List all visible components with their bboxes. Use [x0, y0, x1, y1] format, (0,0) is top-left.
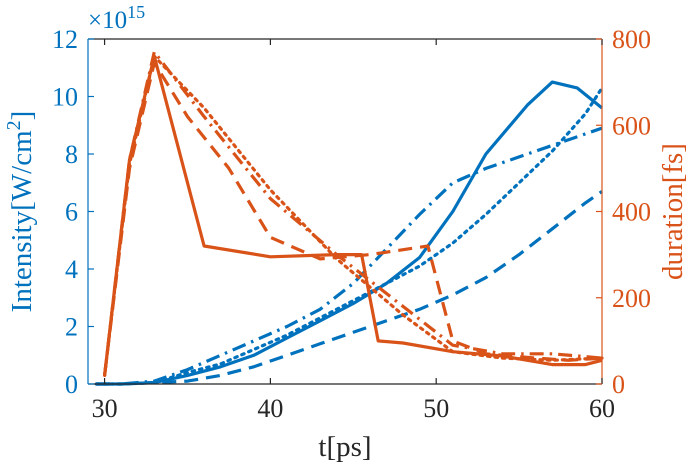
series-layer — [94, 50, 604, 386]
duration-series-dashdot — [103, 50, 603, 376]
duration-series-solid — [103, 54, 603, 376]
y-left-tick-label: 8 — [65, 140, 78, 169]
y-left-tick-label: 6 — [65, 198, 78, 227]
y-left-tick-label: 10 — [52, 83, 78, 112]
y-right-tick-label: 600 — [612, 111, 651, 140]
intensity-series-dashdot — [96, 126, 603, 386]
y-left-tick-label: 4 — [65, 255, 78, 284]
intensity-series-dotted — [94, 86, 604, 386]
axes-layer — [87, 38, 603, 385]
y-left-tick-label: 0 — [65, 370, 78, 399]
x-tick-label: 30 — [92, 394, 118, 423]
y-left-multiplier: ×1015 — [88, 2, 145, 34]
x-tick-label: 40 — [257, 394, 283, 423]
duration-series-dashed — [103, 61, 603, 376]
y-right-axis-label: duration[fs] — [657, 143, 689, 280]
y-right-tick-label: 400 — [612, 198, 651, 227]
y-left-tick-label: 12 — [52, 25, 78, 54]
x-tick-label: 60 — [589, 394, 615, 423]
intensity-series-solid — [96, 80, 604, 386]
y-left-tick-label: 2 — [65, 313, 78, 342]
y-left-axis-label: Intensity[W/cm2] — [3, 111, 38, 313]
x-tick-label: 50 — [423, 394, 449, 423]
x-axis-label: t[ps] — [318, 431, 371, 463]
y-right-tick-label: 200 — [612, 284, 651, 313]
labels-layer: 30 40 50 600246810120200400600800×1015t[ps]… — [3, 2, 689, 463]
y-right-tick-label: 800 — [612, 25, 651, 54]
intensity-series-dashed — [96, 190, 603, 386]
y-right-tick-label: 0 — [612, 370, 625, 399]
